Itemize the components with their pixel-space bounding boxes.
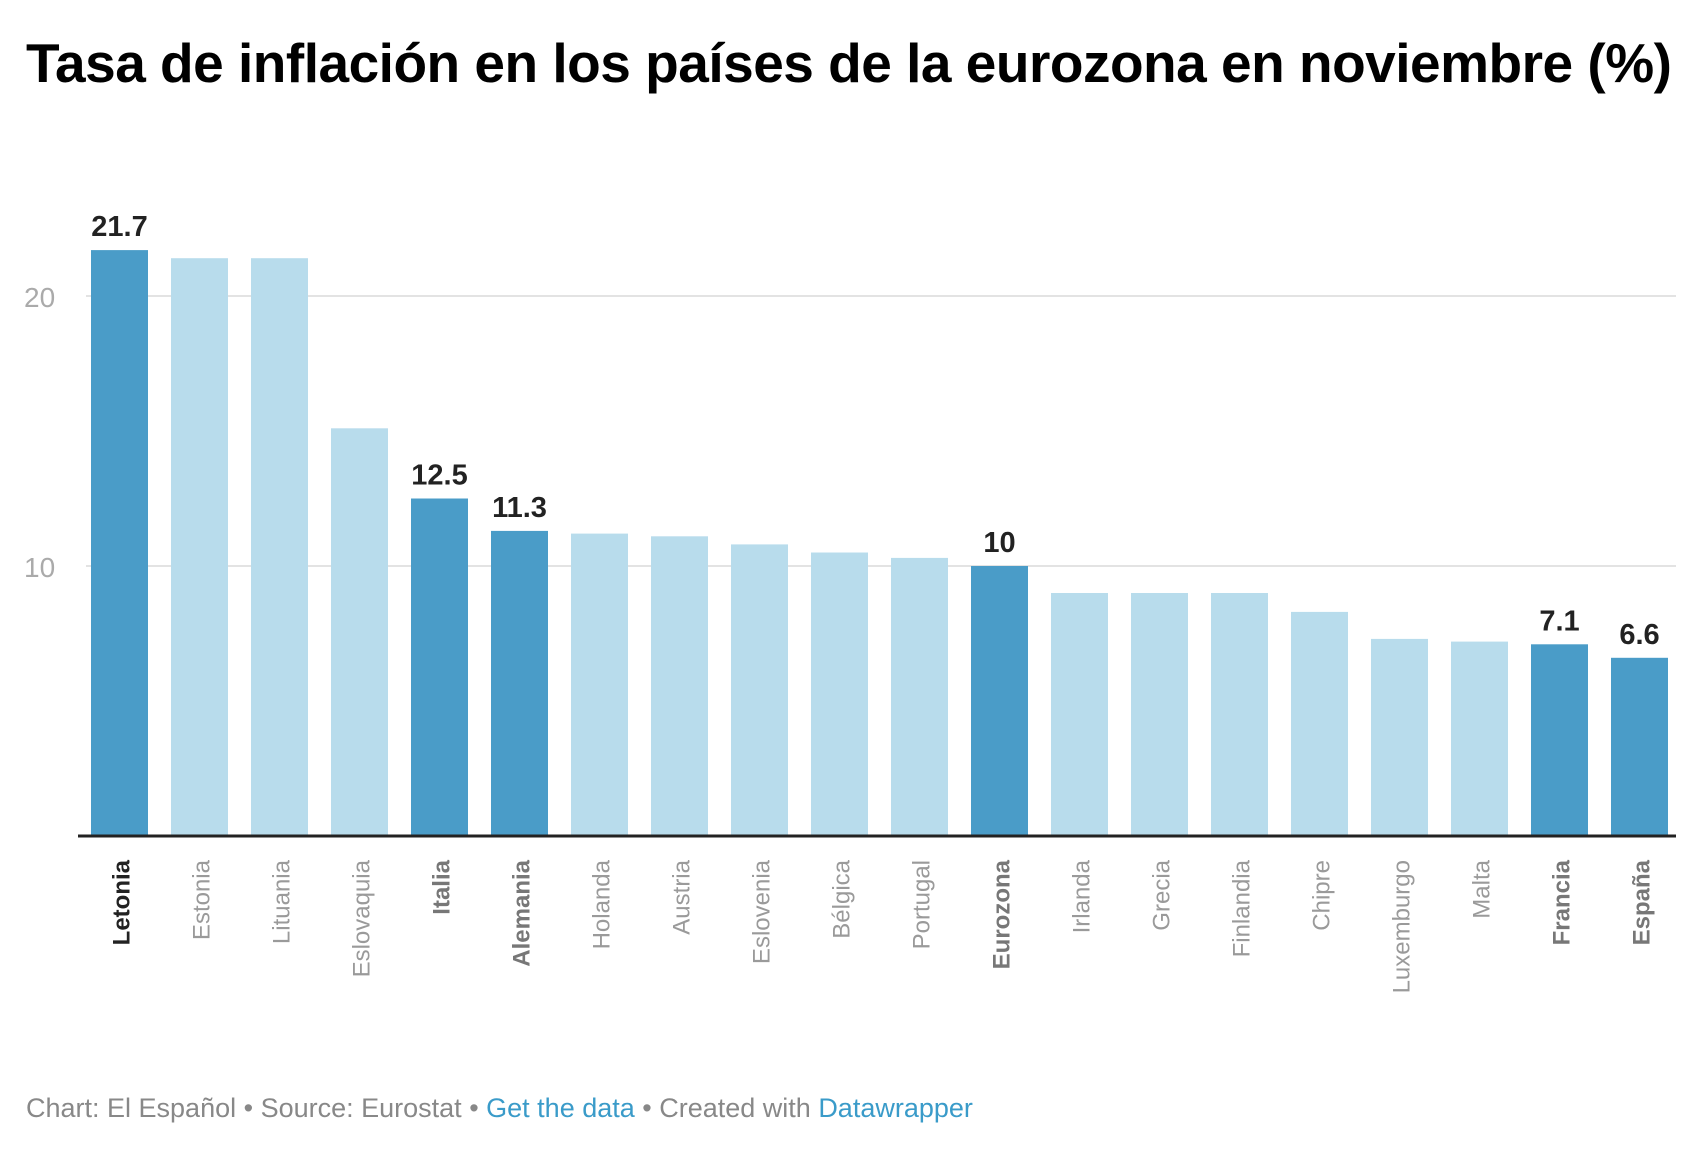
separator: • [461, 1093, 487, 1123]
x-tick-label: Alemania [509, 859, 536, 966]
x-tick-label: Bélgica [829, 859, 856, 938]
bar-portugal [891, 557, 948, 836]
bar-luxemburgo [1371, 638, 1428, 836]
y-tick-label: 10 [24, 552, 55, 583]
bar-bélgica [811, 552, 868, 836]
bar-italia [411, 498, 468, 836]
x-tick-label: Finlandia [1229, 859, 1256, 957]
x-tick-label: Portugal [909, 860, 936, 949]
chart-credit: Chart: El Español [26, 1093, 237, 1123]
source: Source: Eurostat [260, 1093, 462, 1123]
x-tick-label: Eurozona [989, 859, 1016, 969]
x-tick-label: Italia [429, 859, 456, 914]
bar-eslovaquia [331, 428, 388, 836]
bar-alemania [491, 530, 548, 836]
x-tick-label: Letonia [109, 859, 136, 945]
x-tick-label: Eslovenia [749, 859, 776, 964]
bar-eurozona [971, 566, 1028, 836]
bar-letonia [91, 250, 148, 837]
bar-malta [1451, 641, 1508, 836]
x-tick-label: Luxemburgo [1389, 860, 1416, 993]
x-tick-label: Francia [1549, 859, 1576, 945]
bar-chipre [1291, 611, 1348, 836]
footer: Chart: El Español • Source: Eurostat • G… [26, 1093, 973, 1124]
data-label: 12.5 [411, 460, 467, 492]
bar-francia [1531, 644, 1588, 836]
bar-austria [651, 536, 708, 836]
x-tick-label: Grecia [1149, 859, 1176, 930]
x-tick-label: Irlanda [1069, 859, 1096, 933]
bar-grecia [1131, 593, 1188, 836]
chart-title: Tasa de inflación en los países de la eu… [26, 32, 1672, 94]
bar-estonia [171, 258, 228, 836]
x-tick-label: Eslovaquia [349, 859, 376, 977]
data-label: 10 [983, 527, 1015, 559]
bar-irlanda [1051, 593, 1108, 836]
bar-lituania [251, 258, 308, 836]
bar-holanda [571, 533, 628, 836]
separator: • [236, 1093, 261, 1123]
datawrapper-link[interactable]: Datawrapper [818, 1093, 973, 1123]
bar-españa [1611, 657, 1668, 836]
x-tick-label: Austria [669, 859, 696, 934]
created-with: Created with [659, 1093, 819, 1123]
x-tick-label: Malta [1469, 859, 1496, 918]
bar-finlandia [1211, 593, 1268, 836]
data-label: 21.7 [91, 211, 147, 243]
x-tick-label: Holanda [589, 859, 616, 949]
data-label: 6.6 [1619, 619, 1659, 651]
x-tick-label: Chipre [1309, 860, 1336, 931]
y-tick-label: 20 [24, 282, 55, 313]
get-the-data-link[interactable]: Get the data [486, 1093, 635, 1123]
data-label: 7.1 [1539, 605, 1579, 637]
data-label: 11.3 [492, 492, 547, 524]
x-tick-label: Estonia [189, 859, 216, 940]
bar-eslovenia [731, 544, 788, 836]
x-tick-label: Lituania [269, 859, 296, 944]
x-tick-label: España [1629, 859, 1656, 945]
separator: • [634, 1093, 660, 1123]
